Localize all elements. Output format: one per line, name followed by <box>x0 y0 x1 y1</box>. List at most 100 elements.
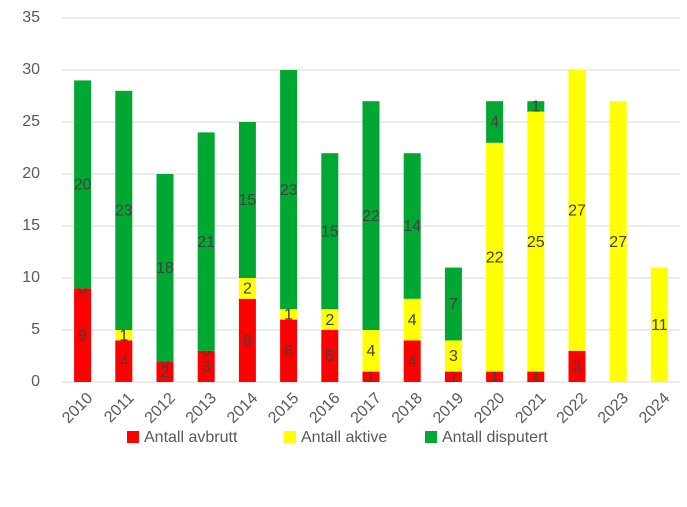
data-label: 1 <box>367 369 376 386</box>
bar-segment <box>444 267 462 341</box>
bar-segment <box>197 132 215 351</box>
bar-segment <box>444 371 462 382</box>
data-label: 0 <box>161 353 170 370</box>
bar-segment <box>321 330 339 382</box>
data-label: 4 <box>119 353 128 370</box>
legend-label: Antall aktive <box>301 429 387 446</box>
bar-segment <box>280 309 298 320</box>
data-label: 4 <box>367 343 376 360</box>
data-label: 4 <box>408 353 417 370</box>
data-label: 27 <box>568 203 586 220</box>
x-tick-label: 2017 <box>348 390 385 427</box>
data-label: 0 <box>202 343 211 360</box>
data-label: 11 <box>651 317 668 334</box>
bar-segment <box>115 340 133 382</box>
x-tick-label: 2011 <box>101 390 137 426</box>
bar-segment <box>568 350 586 382</box>
data-label: 1 <box>449 369 458 386</box>
data-label: 22 <box>362 208 380 225</box>
data-label: 5 <box>325 348 334 365</box>
x-tick-label: 2021 <box>512 390 549 427</box>
x-tick-label: 2015 <box>265 390 302 427</box>
x-tick-label: 2018 <box>389 390 426 427</box>
data-label: 7 <box>449 296 458 313</box>
data-label: 3 <box>573 359 582 376</box>
bar-segment <box>197 350 215 382</box>
legend-swatch <box>127 431 139 443</box>
x-tick-label: 2019 <box>430 390 467 427</box>
y-tick-label: 20 <box>22 165 40 182</box>
x-tick-label: 2022 <box>554 390 591 427</box>
x-tick-label: 2023 <box>595 390 632 427</box>
data-label: 3 <box>449 348 458 365</box>
bar-segment <box>238 122 256 278</box>
bar-segment <box>280 70 298 310</box>
bar-segment <box>74 80 92 289</box>
bar-segment <box>650 267 668 382</box>
y-tick-label: 10 <box>22 269 40 286</box>
y-tick-label: 25 <box>22 113 40 130</box>
x-tick-label: 2024 <box>636 390 673 427</box>
bar-segment <box>115 330 133 341</box>
bar-segment <box>486 371 504 382</box>
legend-swatch <box>284 431 296 443</box>
data-label: 15 <box>321 223 339 240</box>
x-tick-label: 2013 <box>183 390 220 427</box>
bar-segment <box>609 101 627 382</box>
bar-segment <box>280 319 298 382</box>
data-label: 18 <box>156 260 174 277</box>
data-label: 27 <box>609 234 627 251</box>
x-tick-label: 2014 <box>224 390 261 427</box>
x-tick-label: 2010 <box>59 390 96 427</box>
data-label: 4 <box>490 114 499 131</box>
data-label: 15 <box>239 192 257 209</box>
bar-segment <box>403 153 421 299</box>
bar-segment <box>321 309 339 330</box>
legend-swatch <box>425 431 437 443</box>
data-label: 9 <box>78 327 87 344</box>
data-label: 2 <box>161 364 170 381</box>
bar-segment <box>527 111 545 372</box>
bar-segment <box>444 340 462 372</box>
legend-label: Antall disputert <box>442 429 548 446</box>
y-tick-label: 5 <box>31 321 40 338</box>
data-label: 8 <box>243 333 252 350</box>
y-tick-label: 30 <box>22 61 40 78</box>
bar-segment <box>156 361 174 382</box>
data-label: 22 <box>486 249 504 266</box>
data-label: 23 <box>115 203 133 220</box>
data-label: 2 <box>243 281 252 298</box>
bar-segment <box>486 101 504 143</box>
y-tick-label: 15 <box>22 217 40 234</box>
y-tick-label: 35 <box>22 9 40 26</box>
x-tick-label: 2020 <box>471 390 508 427</box>
bar-segment <box>321 153 339 310</box>
data-label: 1 <box>284 307 293 324</box>
x-tick-label: 2016 <box>306 390 343 427</box>
bar-segment <box>403 340 421 382</box>
bar-segment <box>238 298 256 382</box>
data-label: 14 <box>403 218 421 235</box>
data-label: 1 <box>490 369 499 386</box>
data-label: 3 <box>202 359 211 376</box>
data-label: 23 <box>280 182 298 199</box>
x-tick-label: 2012 <box>142 390 179 427</box>
data-label: 1 <box>531 99 540 116</box>
data-label: 6 <box>284 343 293 360</box>
bar-segment <box>527 101 545 112</box>
bar-segment <box>362 330 380 372</box>
data-label: 25 <box>527 234 545 251</box>
data-label: 0 <box>78 281 87 298</box>
data-label: 2 <box>325 312 334 329</box>
data-label: 1 <box>119 327 128 344</box>
bar-segment <box>74 288 92 382</box>
bar-segment <box>362 101 380 330</box>
bar-segment <box>238 278 256 299</box>
data-label: 4 <box>408 312 417 329</box>
bar-segment <box>403 298 421 341</box>
y-tick-label: 0 <box>31 373 40 390</box>
bar-segment <box>362 371 380 382</box>
data-label: 1 <box>531 369 540 386</box>
bar-segment <box>486 142 504 372</box>
